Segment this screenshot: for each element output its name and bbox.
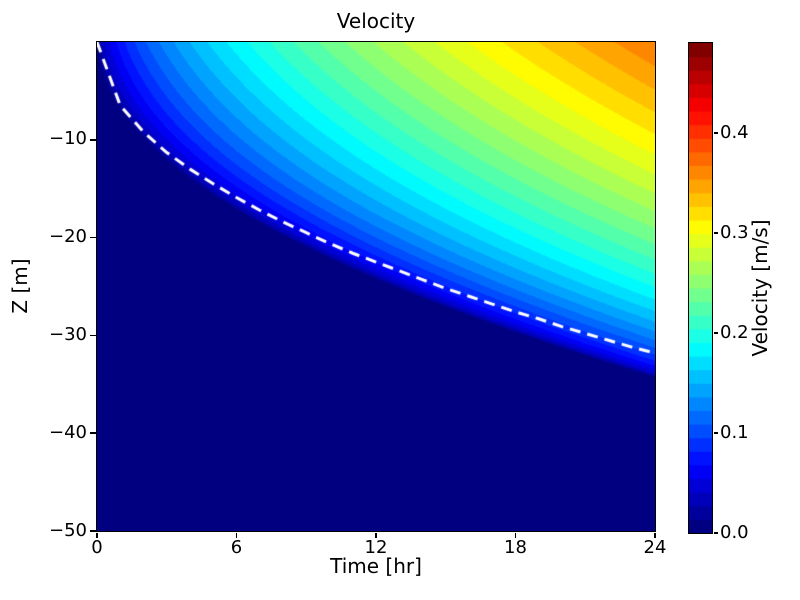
x-tick-label: 18 xyxy=(504,537,527,558)
x-tick-mark xyxy=(654,532,656,538)
y-tick-mark xyxy=(90,334,96,337)
y-tick-mark xyxy=(90,432,96,434)
x-tick-mark xyxy=(96,532,98,538)
colorbar-tick-label: 0.3 xyxy=(720,221,749,243)
y-tick-label: −20 xyxy=(49,226,87,248)
y-tick-label: −30 xyxy=(49,323,87,345)
colorbar-tick-mark xyxy=(713,132,718,134)
colorbar-tick-label: 0.2 xyxy=(720,321,749,343)
y-tick-label: −40 xyxy=(49,421,87,443)
chart-title: Velocity xyxy=(336,9,416,33)
colorbar-tick-mark xyxy=(713,432,718,434)
x-tick-label: 24 xyxy=(643,537,667,558)
colorbar-tick-mark xyxy=(713,332,718,334)
x-tick-label: 0 xyxy=(91,537,103,558)
x-axis-label: Time [hr] xyxy=(330,554,422,578)
y-axis-label: Z [m] xyxy=(8,258,32,314)
x-tick-mark xyxy=(235,532,238,538)
x-tick-label: 12 xyxy=(364,537,388,558)
colorbar-label: Velocity [m/s] xyxy=(748,219,772,357)
x-tick-mark xyxy=(375,532,377,538)
x-tick-mark xyxy=(514,532,517,538)
colorbar-tick-mark xyxy=(713,232,718,234)
colorbar-tick-mark xyxy=(713,532,718,534)
x-tick-label: 6 xyxy=(230,537,243,558)
colorbar-tick-label: 0.1 xyxy=(720,421,749,443)
y-tick-mark xyxy=(90,139,96,141)
colorbar-tick-label: 0.4 xyxy=(720,121,749,143)
colorbar-tick-label: 0.0 xyxy=(720,521,749,543)
y-tick-label: −50 xyxy=(49,519,87,541)
colorbar-canvas xyxy=(687,41,713,534)
y-tick-mark xyxy=(90,530,96,532)
y-tick-mark xyxy=(90,236,96,239)
contour-plot-canvas xyxy=(95,40,656,532)
y-tick-label: −10 xyxy=(49,128,87,150)
